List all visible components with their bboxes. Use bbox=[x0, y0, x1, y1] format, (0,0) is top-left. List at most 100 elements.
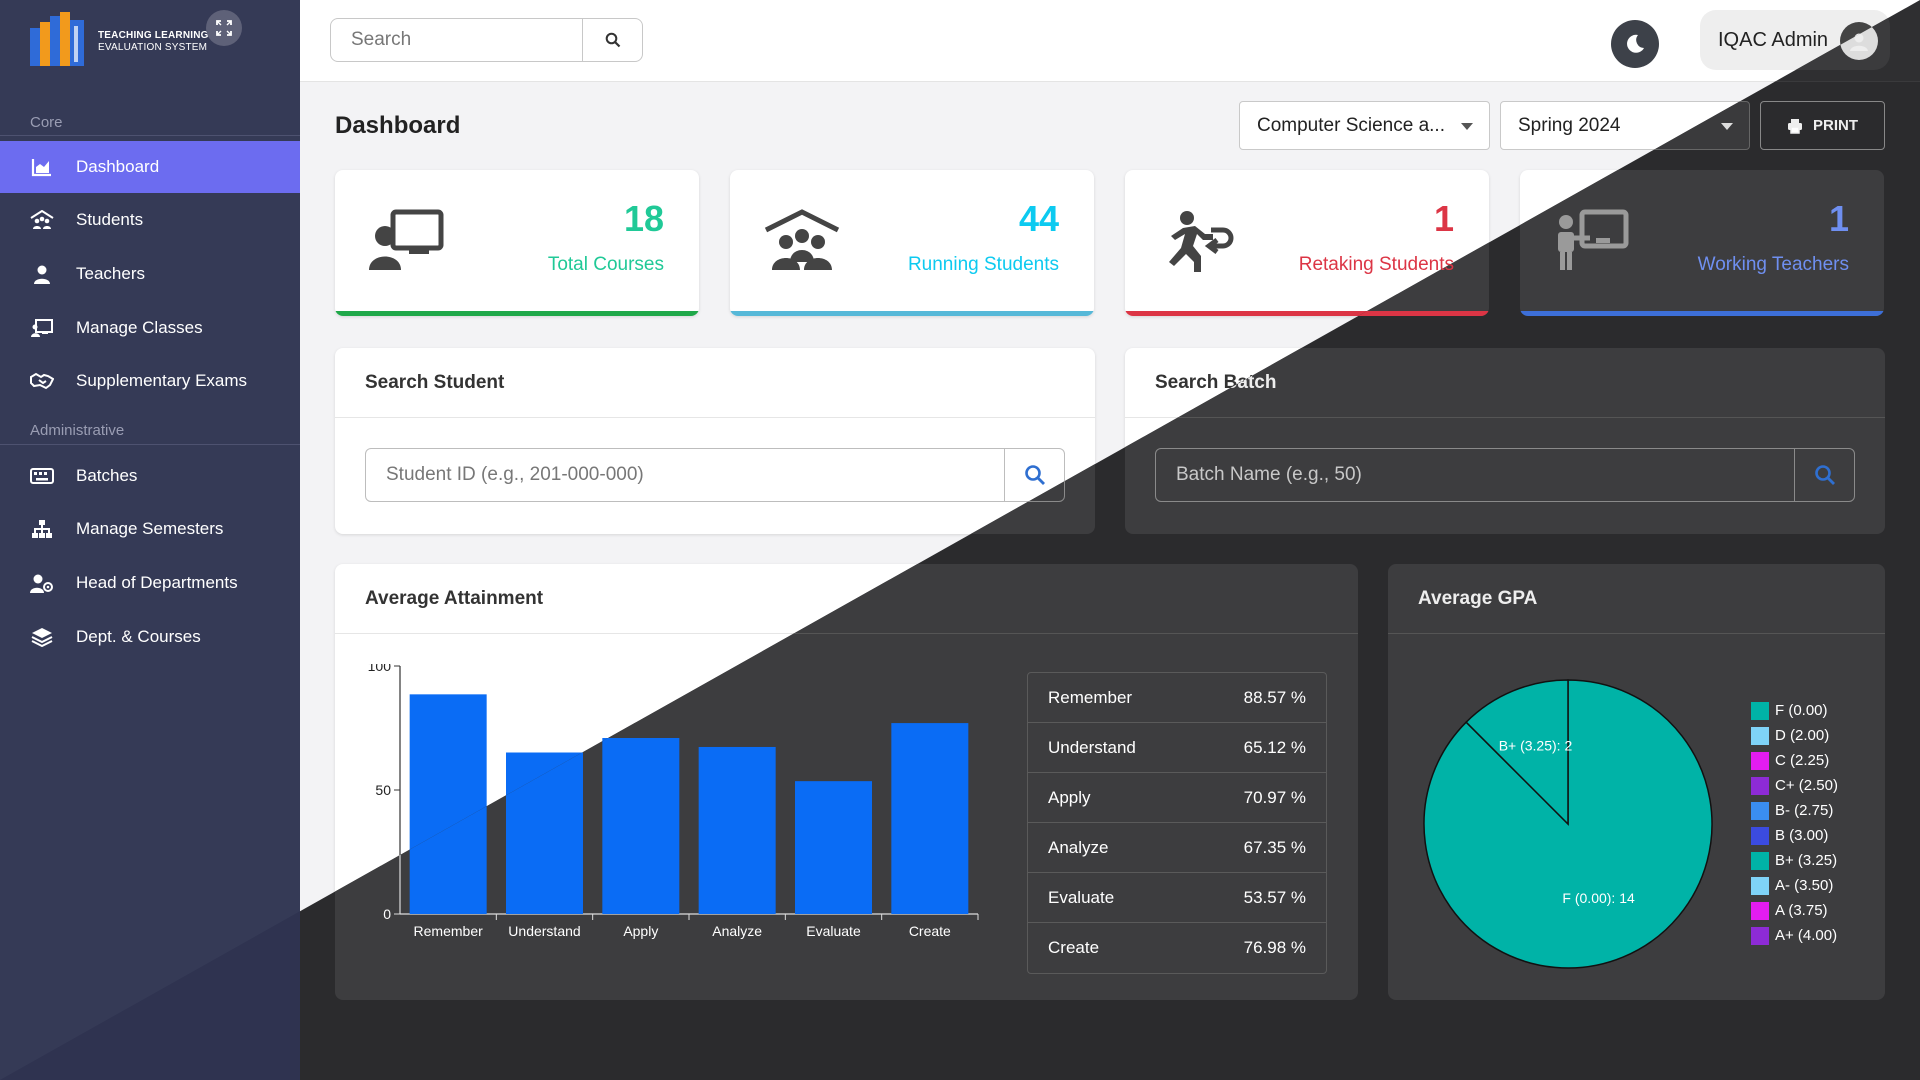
printer-icon bbox=[1788, 118, 1802, 134]
sidebar-item-label: Supplementary Exams bbox=[76, 371, 248, 390]
legend-item[interactable]: A- (3.50) bbox=[1751, 873, 1838, 898]
school-icon bbox=[764, 209, 840, 270]
stat-label: Retaking Students bbox=[1298, 254, 1454, 275]
expand-sidebar-button[interactable] bbox=[206, 10, 242, 46]
table-row: Create 76.98 % bbox=[1028, 923, 1326, 973]
legend-label: A+ (4.00) bbox=[1775, 927, 1838, 944]
panel-title: Average GPA bbox=[1388, 564, 1885, 634]
row-label: Evaluate bbox=[1048, 887, 1115, 907]
sidebar-item-label: Batches bbox=[76, 466, 138, 485]
legend-item[interactable]: D (2.00) bbox=[1751, 723, 1838, 748]
stat-value: 44 bbox=[1018, 198, 1059, 239]
chevron-down-icon bbox=[1721, 123, 1733, 130]
row-value: 67.35 % bbox=[1243, 837, 1306, 857]
legend-item[interactable]: A+ (4.00) bbox=[1751, 923, 1838, 948]
y-tick-label: 0 bbox=[383, 906, 391, 922]
search-icon bbox=[1024, 465, 1045, 485]
sidebar-item-teachers[interactable]: Teachers bbox=[0, 248, 300, 300]
bar-evaluate bbox=[795, 781, 872, 914]
gpa-pie-chart: F (0.00): 14 B+ (3.25): 2 bbox=[1423, 679, 1713, 969]
legend-item[interactable]: F (0.00) bbox=[1751, 698, 1838, 723]
stat-value: 1 bbox=[1828, 198, 1849, 239]
batch-name-input[interactable] bbox=[1156, 449, 1794, 501]
sitemap-icon bbox=[30, 517, 54, 541]
attainment-table: Remember 88.57 % Understand 65.12 % Apply 7… bbox=[1027, 672, 1327, 974]
stat-card-retaking-students[interactable]: 1 Retaking Students bbox=[1125, 170, 1489, 316]
theme-toggle-button[interactable] bbox=[1611, 20, 1659, 68]
legend-label: C (2.25) bbox=[1775, 752, 1830, 769]
student-id-input[interactable] bbox=[366, 449, 1004, 501]
row-value: 70.97 % bbox=[1243, 787, 1306, 807]
moon-icon bbox=[1627, 34, 1644, 53]
semester-select-value: Spring 2024 bbox=[1518, 114, 1621, 136]
legend-label: B (3.00) bbox=[1775, 827, 1829, 844]
sidebar-item-students[interactable]: Students bbox=[0, 194, 300, 246]
semester-select[interactable]: Spring 2024 bbox=[1500, 101, 1750, 150]
legend-item[interactable]: B (3.00) bbox=[1751, 823, 1838, 848]
search-button[interactable] bbox=[582, 19, 642, 61]
stat-value: 1 bbox=[1433, 198, 1454, 239]
stat-label: Working Teachers bbox=[1697, 254, 1849, 275]
x-tick-label: Evaluate bbox=[806, 923, 861, 939]
average-attainment-panel: Average Attainment 0 50 100 Remember Underst… bbox=[335, 564, 1358, 1000]
sidebar-item-manage-classes[interactable]: Manage Classes bbox=[0, 302, 300, 354]
x-tick-label: Create bbox=[909, 923, 951, 939]
sidebar-item-supplementary-exams[interactable]: Supplementary Exams bbox=[0, 355, 300, 407]
legend-item[interactable]: C+ (2.50) bbox=[1751, 773, 1838, 798]
batch-search-group bbox=[1155, 448, 1855, 502]
legend-item[interactable]: B- (2.75) bbox=[1751, 798, 1838, 823]
stat-card-working-teachers[interactable]: 1 Working Teachers bbox=[1520, 170, 1884, 316]
user-avatar-icon bbox=[1850, 33, 1868, 51]
department-select[interactable]: Computer Science a... bbox=[1239, 101, 1490, 150]
pie-slice-label: B+ (3.25): 2 bbox=[1499, 737, 1573, 753]
legend-label: A- (3.50) bbox=[1775, 877, 1834, 894]
sidebar-item-head-of-departments[interactable]: Head of Departments bbox=[0, 557, 300, 609]
legend-item[interactable]: B+ (3.25) bbox=[1751, 848, 1838, 873]
student-search-button[interactable] bbox=[1004, 449, 1064, 501]
sidebar-item-label: Manage Classes bbox=[76, 318, 203, 337]
print-button[interactable]: PRINT bbox=[1760, 101, 1885, 150]
user-name: IQAC Admin bbox=[1718, 28, 1829, 51]
user-menu[interactable]: IQAC Admin bbox=[1700, 10, 1890, 70]
keyboard-icon bbox=[30, 464, 54, 488]
batch-search-button[interactable] bbox=[1794, 449, 1854, 501]
running-back-icon bbox=[1169, 211, 1234, 272]
stat-card-total-courses[interactable]: 18 Total Courses bbox=[335, 170, 699, 316]
legend-swatch bbox=[1751, 851, 1769, 870]
print-label: PRINT bbox=[1813, 117, 1858, 134]
search-input[interactable] bbox=[331, 19, 582, 61]
legend-label: A (3.75) bbox=[1775, 902, 1828, 919]
brand-name: TEACHING LEARNING EVALUATION SYSTEM bbox=[98, 30, 209, 53]
stat-card-running-students[interactable]: 44 Running Students bbox=[730, 170, 1094, 316]
bar-understand bbox=[506, 752, 583, 914]
sidebar-item-label: Dashboard bbox=[76, 157, 160, 176]
legend-swatch bbox=[1751, 876, 1769, 895]
chart-area-icon bbox=[30, 155, 54, 179]
table-row: Understand 65.12 % bbox=[1028, 723, 1326, 773]
x-tick-label: Remember bbox=[414, 923, 484, 939]
student-search-group bbox=[365, 448, 1065, 502]
attainment-bar-chart: 0 50 100 Remember Understand Apply Analyze Eval… bbox=[368, 664, 979, 939]
panel-title: Average Attainment bbox=[335, 564, 1358, 634]
sidebar-item-dept-courses[interactable]: Dept. & Courses bbox=[0, 611, 300, 663]
chalkboard-icon bbox=[30, 316, 54, 340]
stat-accent-bar bbox=[1520, 311, 1884, 316]
search-icon bbox=[1814, 465, 1835, 485]
gpa-legend: F (0.00) D (2.00) C (2.25) C+ (2.50) B- (2.7… bbox=[1751, 698, 1838, 948]
table-row: Evaluate 53.57 % bbox=[1028, 873, 1326, 923]
stat-value: 18 bbox=[623, 198, 664, 239]
legend-label: D (2.00) bbox=[1775, 727, 1830, 744]
stat-label: Running Students bbox=[907, 254, 1059, 275]
sidebar-item-label: Teachers bbox=[76, 264, 145, 283]
sidebar-item-dashboard[interactable]: Dashboard bbox=[0, 141, 300, 193]
school-icon bbox=[30, 208, 54, 232]
legend-item[interactable]: C (2.25) bbox=[1751, 748, 1838, 773]
sidebar-item-batches[interactable]: Batches bbox=[0, 450, 300, 502]
sidebar-item-manage-semesters[interactable]: Manage Semesters bbox=[0, 503, 300, 555]
panel-title: Search Batch bbox=[1125, 348, 1885, 418]
legend-label: B+ (3.25) bbox=[1775, 852, 1838, 869]
search-icon bbox=[605, 32, 620, 48]
row-label: Apply bbox=[1048, 787, 1091, 807]
legend-item[interactable]: A (3.75) bbox=[1751, 898, 1838, 923]
row-label: Analyze bbox=[1048, 837, 1109, 857]
